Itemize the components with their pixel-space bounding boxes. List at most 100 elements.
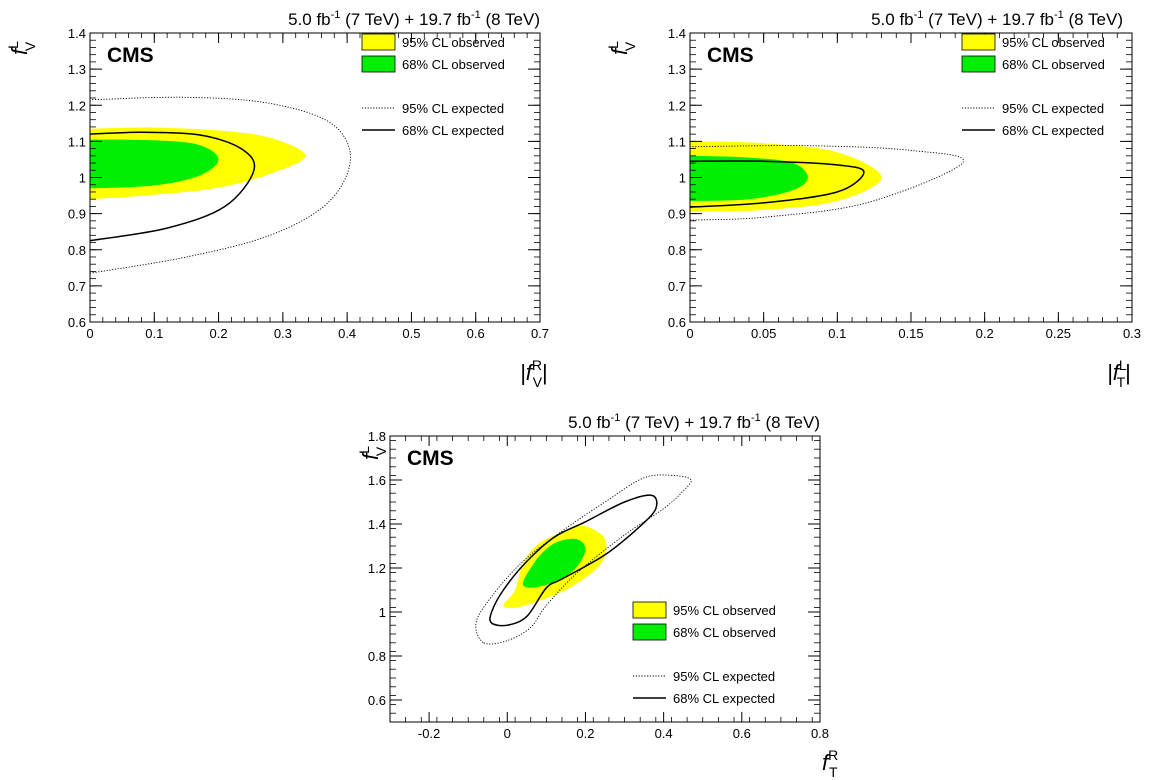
x-tick-label: 0.5 bbox=[402, 326, 420, 341]
x-axis-label: |fR V| bbox=[520, 357, 548, 390]
plot-area bbox=[90, 97, 350, 273]
x-axis-label-sub: T bbox=[829, 764, 838, 780]
title-prefix: 5.0 fb bbox=[568, 413, 611, 432]
y-tick-label: 0.8 bbox=[68, 243, 86, 258]
legend-label: 68% CL expected bbox=[673, 691, 775, 706]
x-tick-label: 0.4 bbox=[338, 326, 356, 341]
chart-title: 5.0 fb-1 (7 TeV) + 19.7 fb-1 (8 TeV) bbox=[871, 9, 1123, 29]
title-prefix: 5.0 fb bbox=[288, 10, 331, 29]
x-tick-label: 0.05 bbox=[751, 326, 776, 341]
x-axis-label: fR T bbox=[822, 747, 838, 780]
title-superscript: -1 bbox=[331, 9, 341, 21]
legend: 95% CL observed 68% CL observed 95% CL exp… bbox=[362, 34, 505, 138]
x-tick-label: 0.15 bbox=[898, 326, 923, 341]
y-tick-label: 0.9 bbox=[668, 207, 686, 222]
cms-label: CMS bbox=[407, 447, 454, 470]
x-tick-label: 0.3 bbox=[274, 326, 292, 341]
y-tick-label: 0.9 bbox=[68, 207, 86, 222]
y-tick-label: 1.3 bbox=[668, 62, 686, 77]
y-tick-label: 1.4 bbox=[368, 517, 386, 532]
legend-label: 95% CL expected bbox=[673, 669, 775, 684]
x-tick-label: 0.2 bbox=[976, 326, 994, 341]
y-axis-label: fLV bbox=[605, 41, 638, 55]
x-tick-label: 0.25 bbox=[1046, 326, 1071, 341]
y-axis-label-sub: V bbox=[373, 446, 389, 456]
legend-swatch bbox=[633, 602, 666, 618]
y-tick-label: 0.6 bbox=[68, 315, 86, 330]
x-axis-label-close: | bbox=[542, 360, 548, 385]
chart-title: 5.0 fb-1 (7 TeV) + 19.7 fb-1 (8 TeV) bbox=[568, 412, 820, 432]
legend: 95% CL observed 68% CL observed 95% CL exp… bbox=[962, 34, 1105, 138]
chart-panel-2: 0 0.05 0.1 0.15 0.2 0.25 0.3 0.6 0.7 0.8 0.9 1 1.1 1.… bbox=[605, 9, 1141, 390]
x-tick-label: 0.6 bbox=[733, 726, 751, 741]
x-tick-label: 0.8 bbox=[811, 726, 829, 741]
y-tick-label: 1.2 bbox=[368, 561, 386, 576]
chart-panel-1: 0 0.1 0.2 0.3 0.4 0.5 0.6 0.7 0.6 0.7 0.8 0.9 1 1.1 1.… bbox=[5, 9, 549, 390]
plot-area bbox=[476, 475, 691, 644]
legend-label: 68% CL expected bbox=[1002, 123, 1104, 138]
title-suffix: (8 TeV) bbox=[761, 413, 820, 432]
cms-label: CMS bbox=[107, 44, 154, 67]
cms-label: CMS bbox=[707, 44, 754, 67]
legend-swatch bbox=[362, 56, 395, 72]
y-tick-label: 1 bbox=[79, 171, 86, 186]
title-middle: (7 TeV) + 19.7 fb bbox=[620, 413, 751, 432]
chart-title: 5.0 fb-1 (7 TeV) + 19.7 fb-1 (8 TeV) bbox=[288, 9, 540, 29]
title-suffix: (8 TeV) bbox=[481, 10, 540, 29]
legend-swatch bbox=[633, 624, 666, 640]
y-axis-label-sup: L bbox=[5, 41, 21, 49]
x-tick-label: 0.3 bbox=[1123, 326, 1141, 341]
legend-label: 68% CL observed bbox=[673, 625, 776, 640]
y-tick-label: 1.4 bbox=[68, 26, 86, 41]
y-tick-label: 1.3 bbox=[68, 62, 86, 77]
y-tick-label: 0.6 bbox=[668, 315, 686, 330]
legend-label: 68% CL expected bbox=[402, 123, 504, 138]
y-tick-label: 1 bbox=[379, 605, 386, 620]
x-tick-label: 0.2 bbox=[576, 726, 594, 741]
x-tick-label: 0.1 bbox=[145, 326, 163, 341]
x-axis-label-sup: R bbox=[532, 357, 542, 373]
y-axis-label-sub: V bbox=[22, 41, 38, 51]
x-axis-label: |fL T| bbox=[1107, 357, 1131, 390]
y-axis-label: fLV bbox=[356, 446, 389, 460]
y-tick-label: 0.6 bbox=[368, 693, 386, 708]
y-tick-label: 1.4 bbox=[668, 26, 686, 41]
y-tick-label: 0.8 bbox=[668, 243, 686, 258]
title-superscript: -1 bbox=[471, 9, 481, 21]
plot-area bbox=[690, 141, 964, 220]
x-tick-label: 0.7 bbox=[531, 326, 549, 341]
title-middle: (7 TeV) + 19.7 fb bbox=[923, 10, 1054, 29]
x-tick-label: 0 bbox=[86, 326, 93, 341]
title-superscript: -1 bbox=[914, 9, 924, 21]
title-prefix: 5.0 fb bbox=[871, 10, 914, 29]
legend-label: 95% CL observed bbox=[673, 603, 776, 618]
y-tick-label: 1.2 bbox=[68, 98, 86, 113]
x-tick-label: -0.2 bbox=[418, 726, 440, 741]
x-tick-label: 0.6 bbox=[467, 326, 485, 341]
y-tick-label: 1 bbox=[679, 171, 686, 186]
legend-label: 95% CL observed bbox=[402, 35, 505, 50]
y-tick-label: 0.7 bbox=[668, 279, 686, 294]
title-superscript: -1 bbox=[611, 412, 621, 424]
legend-swatch bbox=[362, 34, 395, 50]
legend-label: 95% CL observed bbox=[1002, 35, 1105, 50]
legend-label: 95% CL expected bbox=[402, 101, 504, 116]
legend-swatch bbox=[962, 56, 995, 72]
y-tick-label: 0.8 bbox=[368, 649, 386, 664]
y-tick-label: 1.8 bbox=[368, 429, 386, 444]
title-middle: (7 TeV) + 19.7 fb bbox=[340, 10, 471, 29]
x-tick-label: 0.2 bbox=[210, 326, 228, 341]
legend-label: 68% CL observed bbox=[1002, 57, 1105, 72]
title-superscript: -1 bbox=[751, 412, 761, 424]
y-tick-label: 1.1 bbox=[668, 134, 686, 149]
title-suffix: (8 TeV) bbox=[1064, 10, 1123, 29]
x-axis-label-close: | bbox=[1125, 360, 1131, 385]
x-tick-label: 0 bbox=[504, 726, 511, 741]
y-tick-label: 1.2 bbox=[668, 98, 686, 113]
title-superscript: -1 bbox=[1054, 9, 1064, 21]
legend-label: 68% CL observed bbox=[402, 57, 505, 72]
x-tick-label: 0.4 bbox=[655, 726, 673, 741]
legend-label: 95% CL expected bbox=[1002, 101, 1104, 116]
y-axis-label-sup: L bbox=[605, 41, 621, 49]
